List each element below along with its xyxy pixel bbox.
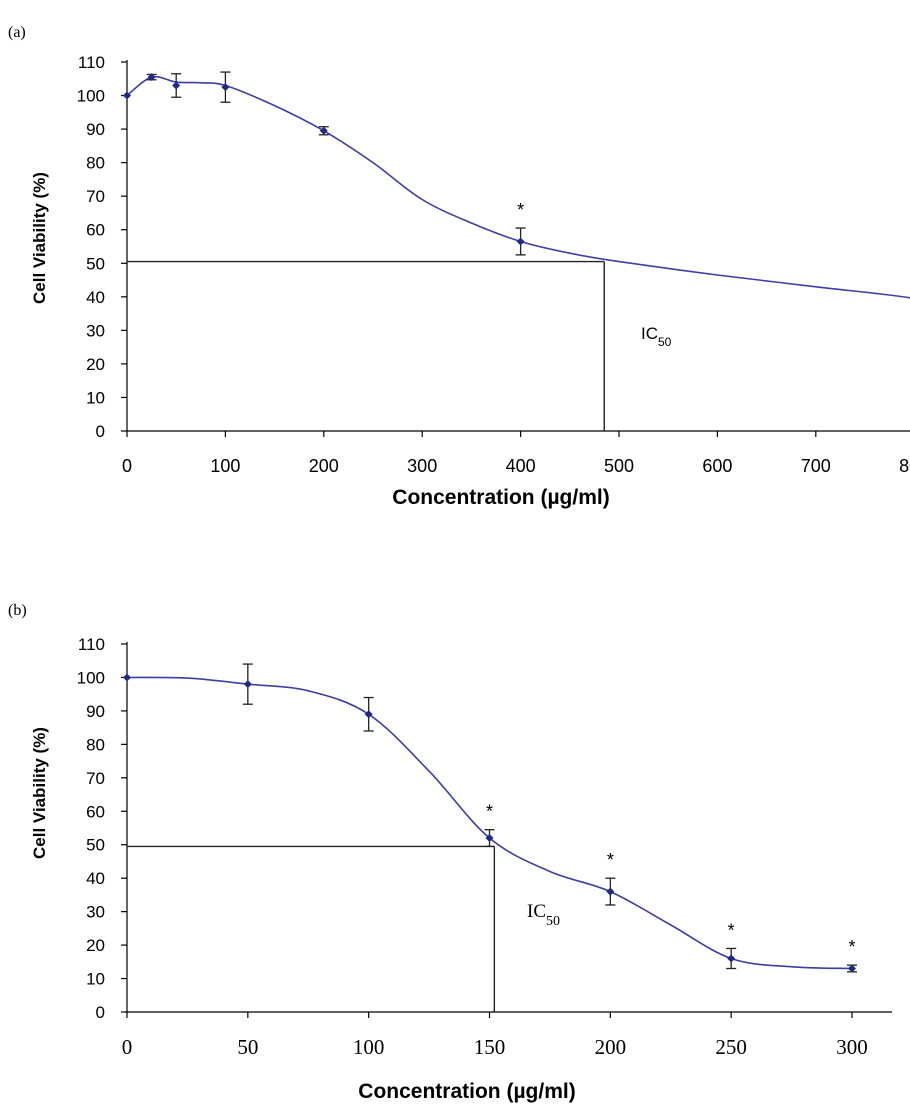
x-tick-label: 700 xyxy=(801,456,831,476)
y-tick-label: 70 xyxy=(86,769,105,788)
x-tick-label: 800 xyxy=(899,456,910,476)
data-point xyxy=(123,91,131,100)
panel-label: (b) xyxy=(8,602,27,619)
data-point xyxy=(172,81,181,90)
panel-b: (b) 0 10 20 30 40 50 60 70 80 90 100 110 0 50 100 150 2… xyxy=(8,602,892,1103)
y-tick-label: 30 xyxy=(86,903,105,922)
y-tick-label: 100 xyxy=(77,87,105,106)
x-axis-label: Concentration (µg/ml) xyxy=(392,486,609,509)
y-tick-label: 80 xyxy=(86,154,105,173)
x-tick-label: 0 xyxy=(122,456,132,476)
data-point xyxy=(727,954,736,963)
axes xyxy=(121,60,910,437)
x-tick-label: 150 xyxy=(474,1035,506,1059)
y-tick-label: 0 xyxy=(96,1003,105,1022)
data-point xyxy=(516,237,525,246)
y-tick-label: 60 xyxy=(86,802,105,821)
data-point xyxy=(319,126,328,135)
data-point xyxy=(221,83,230,92)
y-tick-label: 60 xyxy=(86,221,105,240)
series-group xyxy=(123,71,910,299)
y-tick-label: 10 xyxy=(86,970,105,989)
y-axis-label: Cell Viability (%) xyxy=(30,727,49,859)
y-tick-label: 20 xyxy=(86,936,105,955)
panel-label: (a) xyxy=(8,24,26,41)
significance-marker: * xyxy=(486,802,493,822)
y-tick-label: 90 xyxy=(86,702,105,721)
x-tick-label: 100 xyxy=(210,456,240,476)
x-tick-label: 400 xyxy=(506,456,536,476)
x-tick-labels: 0 50 100 150 200 250 300 xyxy=(122,1035,868,1059)
data-point xyxy=(606,887,615,896)
y-tick-label: 30 xyxy=(86,321,105,340)
x-tick-label: 0 xyxy=(122,1035,133,1059)
y-tick-label: 0 xyxy=(96,422,105,441)
panel-a: (a) 0 10 20 30 40 50 60 70 80 90 100 110 0 100 200 300… xyxy=(8,24,910,509)
y-tick-label: 110 xyxy=(78,53,105,72)
y-axis-label: Cell Viability (%) xyxy=(30,172,49,304)
data-point xyxy=(848,964,856,973)
y-tick-label: 20 xyxy=(86,355,105,374)
x-tick-label: 100 xyxy=(353,1035,385,1059)
series-line xyxy=(126,75,910,299)
x-tick-label: 200 xyxy=(595,1035,627,1059)
significance-marker: * xyxy=(848,937,855,957)
y-tick-label: 110 xyxy=(78,635,105,654)
x-tick-label: 200 xyxy=(309,456,339,476)
y-tick-label: 50 xyxy=(86,254,105,273)
data-point xyxy=(485,834,494,843)
data-point xyxy=(243,680,252,689)
x-tick-label: 600 xyxy=(702,456,732,476)
data-point xyxy=(364,710,373,719)
significance-markers: * xyxy=(517,200,524,220)
ic50-guide-lines xyxy=(127,845,496,1012)
y-tick-label: 10 xyxy=(86,388,105,407)
y-tick-label: 100 xyxy=(77,668,105,687)
y-tick-label: 90 xyxy=(86,120,105,139)
ic50-label: IC50 xyxy=(641,324,672,349)
series-group xyxy=(123,663,857,973)
y-tick-label: 80 xyxy=(86,735,105,754)
significance-marker: * xyxy=(607,850,614,870)
series-line xyxy=(126,676,853,970)
y-tick-labels: 0 10 20 30 40 50 60 70 80 90 100 110 xyxy=(77,53,105,441)
x-axis-label: Concentration (µg/ml) xyxy=(358,1080,575,1103)
ic50-guide-lines xyxy=(127,260,605,431)
y-tick-labels: 0 10 20 30 40 50 60 70 80 90 100 110 xyxy=(77,635,105,1022)
ic50-label: IC50 xyxy=(527,901,560,929)
x-tick-label: 500 xyxy=(604,456,634,476)
x-tick-label: 300 xyxy=(836,1035,868,1059)
x-tick-labels: 0 100 200 300 400 500 600 700 800 xyxy=(122,456,910,476)
significance-marker: * xyxy=(728,920,735,940)
axes xyxy=(121,642,892,1018)
data-point xyxy=(123,673,131,682)
x-tick-label: 300 xyxy=(407,456,437,476)
y-tick-label: 40 xyxy=(86,288,105,307)
significance-markers: * * * * xyxy=(486,802,856,957)
data-point xyxy=(147,73,156,82)
y-tick-label: 50 xyxy=(86,836,105,855)
y-tick-label: 40 xyxy=(86,869,105,888)
significance-marker: * xyxy=(517,200,524,220)
y-tick-label: 70 xyxy=(86,187,105,206)
x-tick-label: 50 xyxy=(237,1035,258,1059)
x-tick-label: 250 xyxy=(715,1035,747,1059)
